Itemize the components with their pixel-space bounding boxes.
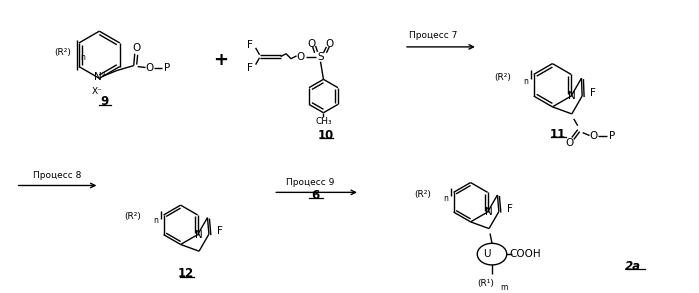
Text: N: N [484, 207, 493, 217]
Text: m: m [500, 283, 507, 292]
Text: +: + [212, 51, 228, 69]
Text: COOH: COOH [510, 249, 541, 259]
Text: 12: 12 [178, 268, 194, 280]
Text: n: n [443, 194, 448, 203]
Text: (R²): (R²) [54, 48, 71, 57]
Text: F: F [217, 226, 223, 236]
Text: CH₃: CH₃ [315, 117, 332, 126]
Text: N: N [568, 91, 576, 101]
Text: F: F [590, 88, 596, 98]
Text: O: O [325, 39, 333, 49]
Text: F: F [507, 204, 512, 214]
Text: U: U [483, 249, 491, 259]
Text: P: P [609, 131, 615, 141]
Text: X⁻: X⁻ [92, 87, 103, 96]
Text: O: O [308, 39, 316, 49]
Text: O: O [133, 43, 140, 53]
Text: Процесс 7: Процесс 7 [410, 30, 458, 40]
Text: n: n [153, 216, 158, 225]
Text: 9: 9 [100, 96, 108, 108]
Text: F: F [247, 62, 252, 73]
Text: O: O [589, 131, 598, 141]
Text: N: N [195, 230, 203, 240]
Text: (R¹): (R¹) [477, 279, 494, 288]
Text: 6: 6 [312, 189, 319, 202]
Text: 2a: 2a [625, 260, 641, 272]
Text: O: O [145, 62, 154, 73]
Text: O: O [296, 52, 305, 62]
Text: (R²): (R²) [124, 212, 141, 222]
Text: n: n [80, 53, 85, 62]
Text: 10: 10 [317, 129, 333, 142]
Text: (R²): (R²) [494, 73, 511, 82]
Text: Процесс 9: Процесс 9 [287, 178, 335, 187]
Text: S: S [317, 52, 324, 62]
Text: O: O [565, 138, 574, 148]
Text: Процесс 8: Процесс 8 [33, 171, 81, 180]
Text: 11: 11 [549, 128, 565, 141]
Text: F: F [247, 40, 252, 50]
Text: P: P [164, 62, 171, 73]
Text: N⁺: N⁺ [94, 72, 107, 82]
Text: n: n [523, 77, 528, 86]
Text: (R²): (R²) [415, 190, 431, 199]
